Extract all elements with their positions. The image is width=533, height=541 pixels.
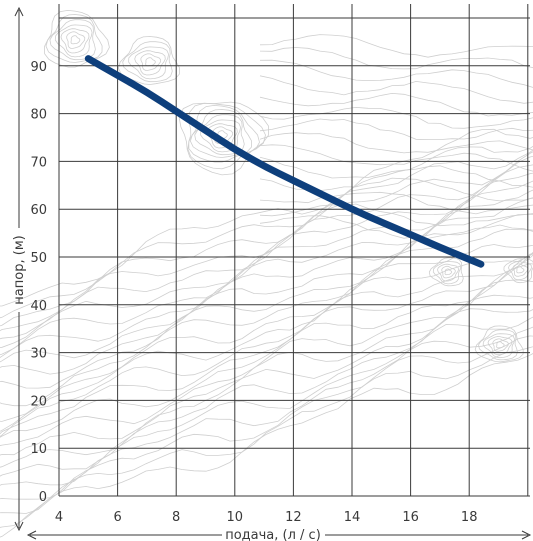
axes: 4 6 8 10 12 14 16 18 0 10 20 30 40 50 60 70 80 90 подача, …	[12, 6, 532, 541]
contour-ring	[60, 28, 90, 54]
contour-line	[259, 59, 533, 88]
y-axis-arrow-top	[14, 6, 24, 17]
y-tick-label: 10	[30, 442, 47, 457]
contour-line	[259, 92, 533, 117]
y-tick-label: 60	[30, 203, 47, 218]
ridge-contours	[0, 34, 533, 538]
y-tick-label: 20	[30, 394, 47, 409]
contour-ring	[134, 50, 166, 76]
contour-ring	[145, 57, 156, 67]
contour-line	[0, 263, 533, 446]
contour-line	[0, 253, 533, 432]
contour-line	[259, 203, 533, 227]
contour-ring	[140, 53, 162, 71]
contour-line	[0, 189, 533, 363]
grid	[58, 4, 530, 497]
hill-contours	[474, 325, 524, 363]
contour-ring	[188, 104, 260, 163]
y-axis-arrow-bottom	[14, 521, 24, 532]
contour-line	[259, 132, 533, 154]
contour-line	[259, 191, 533, 215]
y-tick-label: 80	[30, 108, 47, 123]
contour-line	[259, 47, 533, 70]
series-layer	[84, 55, 485, 268]
contour-line	[0, 308, 533, 477]
topographic-background	[0, 9, 533, 538]
contour-line	[259, 118, 533, 140]
x-tick-label: 16	[402, 510, 419, 525]
y-tick-label: 40	[30, 299, 47, 314]
x-axis-label: подача, (л / с)	[225, 528, 321, 541]
y-tick-label: 50	[30, 251, 47, 266]
x-tick-label: 10	[227, 510, 244, 525]
contour-ring	[482, 333, 516, 359]
contour-line	[259, 156, 533, 188]
contour-line	[259, 106, 533, 129]
contour-line	[0, 346, 533, 528]
y-tick-label: 30	[30, 347, 47, 362]
contour-line	[259, 144, 533, 172]
x-axis-arrow-left	[26, 530, 37, 540]
contour-ring	[516, 266, 525, 274]
contour-line	[259, 75, 533, 104]
contour-ring	[44, 9, 110, 68]
contour-line	[0, 335, 533, 514]
contour-ring	[478, 329, 518, 361]
contour-line	[0, 145, 533, 319]
contour-line	[0, 128, 533, 307]
y-tick-label: 70	[30, 155, 47, 170]
y-axis-label: напор, (м)	[12, 235, 27, 304]
contour-ring	[54, 24, 93, 58]
contour-line	[0, 151, 533, 332]
contour-ring	[428, 257, 464, 287]
contour-ring	[474, 325, 524, 363]
y-tick-label: 0	[39, 490, 47, 505]
contour-line	[0, 326, 533, 500]
contour-line	[0, 197, 533, 375]
contour-line	[0, 353, 533, 538]
contour-line	[0, 180, 533, 358]
x-tick-label: 14	[344, 510, 361, 525]
contour-ring	[128, 46, 170, 80]
contour-ring	[187, 102, 266, 170]
contour-line	[0, 316, 533, 486]
hill-contours	[117, 36, 180, 85]
series-curve-0	[84, 55, 485, 268]
contour-ring	[122, 41, 173, 83]
contour-ring	[70, 35, 81, 45]
x-tick-label: 8	[172, 510, 180, 525]
y-tick-label: 90	[30, 60, 47, 75]
x-tick-label: 6	[113, 510, 121, 525]
contour-ring	[49, 19, 96, 61]
contour-ring	[66, 31, 86, 49]
x-tick-label: 18	[461, 510, 478, 525]
contour-line	[259, 215, 533, 239]
x-axis-arrow-right	[521, 530, 532, 540]
contour-ring	[508, 261, 532, 281]
contour-line	[0, 294, 533, 468]
contour-line	[259, 34, 533, 58]
hill-contours	[44, 9, 110, 68]
contour-ring	[178, 101, 270, 176]
contour-line	[0, 279, 533, 456]
x-tick-label: 4	[55, 510, 63, 525]
contour-ring	[117, 36, 180, 85]
hill-contours	[428, 257, 464, 287]
contour-ring	[432, 261, 462, 285]
contour-line	[0, 244, 533, 422]
contour-line	[0, 254, 533, 437]
contour-line	[0, 172, 533, 356]
contour-ring	[437, 263, 459, 282]
x-tick-label: 12	[285, 510, 302, 525]
